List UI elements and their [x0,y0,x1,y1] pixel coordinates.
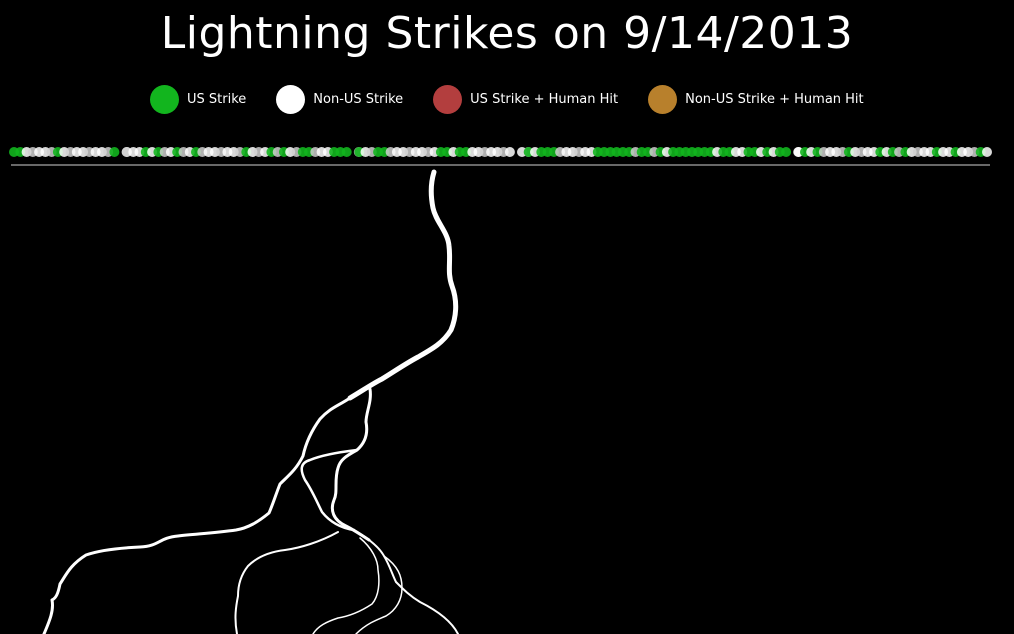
non-us-strike-swatch [276,84,306,114]
us-strike-dot[interactable] [109,147,120,157]
bolt-branch-middle [330,387,372,542]
non-us-strike-dot[interactable] [982,147,992,157]
us-strike-swatch [150,84,179,114]
non-us-strike-dot[interactable] [504,147,515,157]
legend-item-non-us-strike-human-hit: Non-US Strike + Human Hit [648,84,864,114]
bolt-main-trunk [347,169,459,401]
us-strike-human-hit-swatch [433,84,463,114]
legend-item-non-us-strike: Non-US Strike [276,84,404,114]
bolt-branch-lower-left [234,531,339,634]
strike-timeline [9,147,992,166]
legend-label: Non-US Strike + Human Hit [685,91,864,107]
bolt-branch-lower-tail [355,555,403,634]
chart-title: Lightning Strikes on 9/14/2013 [160,8,854,59]
legend: US Strike Non-US Strike US Strike + Huma… [150,84,894,114]
legend-label: Non-US Strike [313,91,404,107]
bolt-branch-cross [300,448,359,532]
legend-label: US Strike + Human Hit [470,91,619,107]
non-us-strike-human-hit-swatch [648,84,678,114]
legend-item-us-strike-human-hit: US Strike + Human Hit [433,84,619,114]
strike-dots [9,147,992,157]
legend-item-us-strike: US Strike [150,84,247,114]
bolt-branch-right [353,529,459,634]
bolt-branch-left [42,396,352,634]
bolt-branch-lower-mid [312,537,380,634]
legend-label: US Strike [187,91,247,107]
us-strike-dot[interactable] [781,147,792,157]
us-strike-dot[interactable] [341,147,352,157]
